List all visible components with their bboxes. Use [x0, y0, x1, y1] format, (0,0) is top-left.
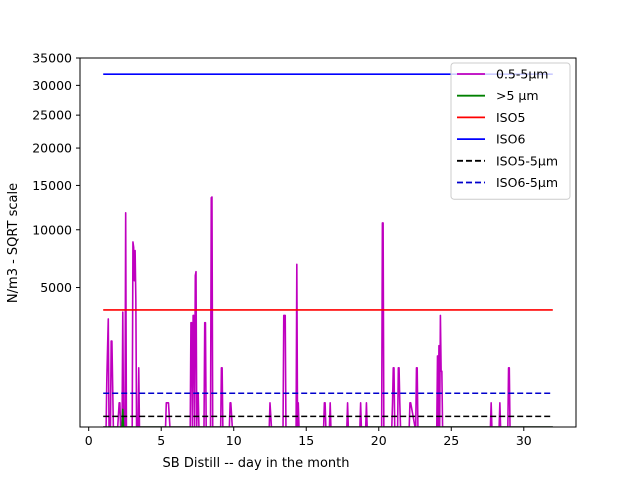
x-tick-label: 25	[443, 433, 459, 448]
x-tick-label: 15	[298, 433, 314, 448]
legend-entry-label: ISO6-5µm	[496, 175, 558, 190]
y-tick-label: 25000	[32, 108, 72, 123]
x-tick-label: 5	[157, 433, 165, 448]
x-tick-label: 0	[85, 433, 93, 448]
y-tick-label: 20000	[32, 141, 72, 156]
y-tick-label: 5000	[40, 280, 72, 295]
legend-box	[450, 62, 571, 200]
axes-layer: 0 5 10 15 20 25 30 5000 10000 15000 20000 25000 3000…	[32, 51, 577, 448]
y-tick-label: 10000	[32, 222, 72, 237]
x-tick-label: 10	[226, 433, 242, 448]
legend-entry-label: ISO6	[496, 132, 525, 147]
legend-entry-label: ISO5	[496, 110, 525, 125]
y-tick-label: 35000	[32, 51, 72, 66]
legend-entry-label: ISO5-5µm	[496, 153, 558, 168]
x-axis-label: SB Distill -- day in the month	[163, 456, 350, 471]
legend-entry-label: >5 µm	[496, 88, 539, 103]
plot-frame	[79, 57, 577, 428]
legend: 0.5-5µm >5 µm ISO5 ISO6 ISO5-5µm ISO6-5µm	[450, 62, 571, 200]
x-tick-label: 20	[371, 433, 387, 448]
y-tick-label: 15000	[32, 178, 72, 193]
series-line-0	[103, 196, 553, 427]
legend-entry-label: 0.5-5µm	[496, 67, 548, 82]
y-axis-label: N/m3 - SQRT scale	[6, 183, 21, 303]
x-tick-label: 30	[516, 433, 532, 448]
y-tick-label: 30000	[32, 78, 72, 93]
series-line-1	[103, 408, 553, 427]
series-layer	[103, 73, 553, 427]
